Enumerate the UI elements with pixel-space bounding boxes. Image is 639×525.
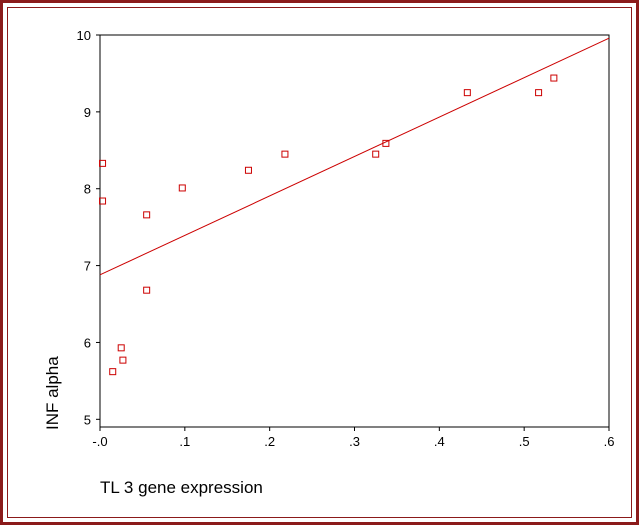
data-point (463, 89, 471, 97)
y-tick-label: 7 (84, 259, 91, 274)
x-axis: -.0 .1 .2 .3 .4 .5 .6 (92, 427, 614, 449)
y-tick-label: 5 (84, 412, 91, 427)
x-tick-label: .3 (349, 434, 360, 449)
y-axis-title: INF alpha (43, 356, 62, 430)
data-point (99, 197, 107, 205)
y-tick-label: 6 (84, 335, 91, 350)
inner-frame (7, 7, 632, 518)
data-point (550, 74, 558, 82)
data-point (143, 286, 151, 294)
data-point (99, 159, 107, 167)
y-tick-label: 9 (84, 105, 91, 120)
y-tick-label: 8 (84, 182, 91, 197)
data-point (281, 150, 289, 158)
y-tick-label: 10 (77, 28, 91, 43)
x-tick-label: .1 (179, 434, 190, 449)
regression-line (99, 37, 610, 276)
data-point (119, 356, 127, 364)
data-point (109, 368, 117, 376)
data-point (117, 344, 125, 352)
data-points (99, 74, 558, 376)
data-point (535, 89, 543, 97)
y-axis: 5 6 7 8 9 10 (77, 28, 100, 427)
x-tick-label: .4 (434, 434, 445, 449)
x-tick-label: .5 (519, 434, 530, 449)
data-point (244, 166, 252, 174)
x-tick-label: .6 (604, 434, 615, 449)
data-point (382, 139, 390, 147)
x-tick-label: .2 (264, 434, 275, 449)
data-point (372, 150, 380, 158)
data-point (178, 184, 186, 192)
plot-area (99, 34, 610, 428)
data-point (143, 211, 151, 219)
x-tick-label: -.0 (92, 434, 107, 449)
x-axis-title: TL 3 gene expression (100, 478, 263, 497)
